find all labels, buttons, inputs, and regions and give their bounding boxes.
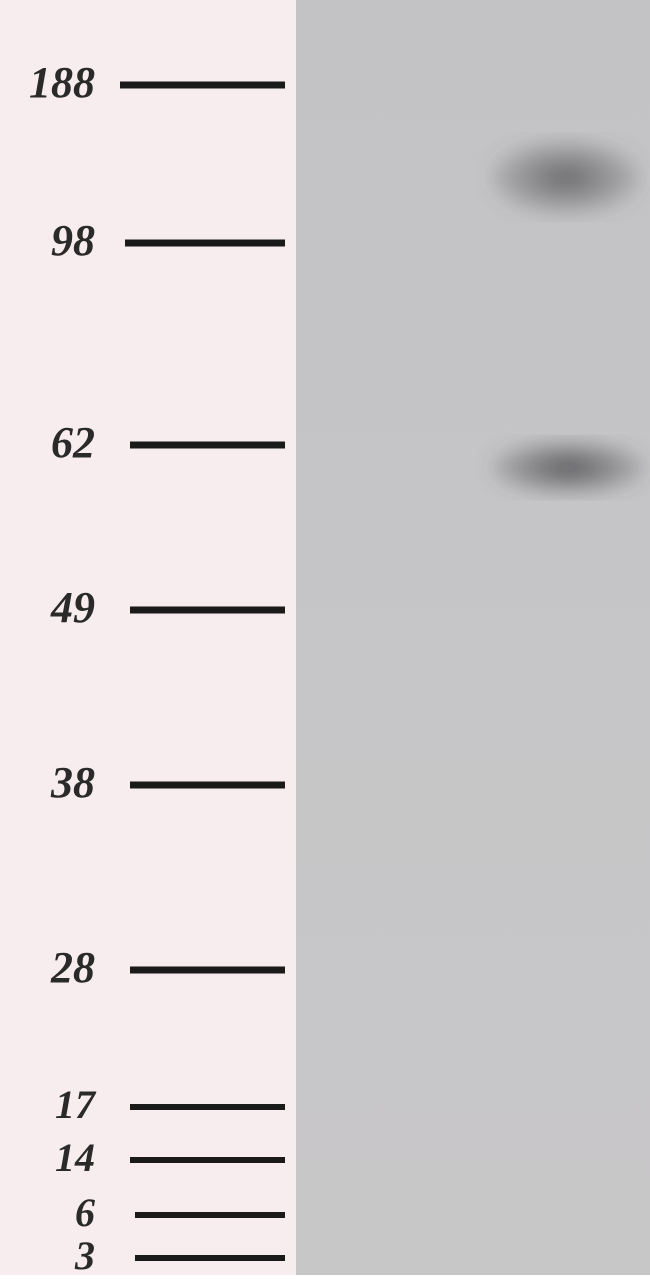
mw-marker-label: 17 bbox=[0, 1081, 105, 1128]
mw-marker-tick bbox=[130, 1157, 285, 1163]
mw-marker-62: 62 bbox=[0, 423, 296, 467]
blot-band bbox=[491, 140, 641, 215]
mw-marker-188: 188 bbox=[0, 63, 296, 107]
mw-marker-3: 3 bbox=[0, 1238, 296, 1278]
molecular-weight-ladder: 188 98 62 49 38 28 17 14 63 bbox=[0, 0, 296, 1275]
mw-marker-label: 98 bbox=[0, 215, 105, 266]
blot-membrane bbox=[296, 0, 650, 1275]
mw-marker-tick bbox=[130, 782, 285, 789]
western-blot-figure: 188 98 62 49 38 28 17 14 63 bbox=[0, 0, 650, 1275]
mw-marker-17: 17 bbox=[0, 1087, 296, 1127]
mw-marker-tick bbox=[135, 1255, 285, 1261]
mw-marker-label: 49 bbox=[0, 582, 105, 633]
mw-marker-tick bbox=[135, 1212, 285, 1218]
mw-marker-14: 14 bbox=[0, 1140, 296, 1180]
mw-marker-label: 6 bbox=[0, 1189, 105, 1236]
mw-marker-tick bbox=[125, 240, 285, 247]
mw-marker-tick bbox=[120, 82, 285, 89]
mw-marker-label: 28 bbox=[0, 942, 105, 993]
mw-marker-label: 14 bbox=[0, 1134, 105, 1181]
blot-svg bbox=[296, 0, 650, 1275]
mw-marker-98: 98 bbox=[0, 221, 296, 265]
mw-marker-label: 188 bbox=[0, 57, 105, 108]
mw-marker-38: 38 bbox=[0, 763, 296, 807]
mw-marker-6: 6 bbox=[0, 1195, 296, 1235]
mw-marker-49: 49 bbox=[0, 588, 296, 632]
blot-band bbox=[491, 440, 646, 495]
mw-marker-28: 28 bbox=[0, 948, 296, 992]
mw-marker-label: 62 bbox=[0, 417, 105, 468]
mw-marker-tick bbox=[130, 607, 285, 614]
mw-marker-tick bbox=[130, 967, 285, 974]
mw-marker-tick bbox=[130, 442, 285, 449]
mw-marker-label: 38 bbox=[0, 757, 105, 808]
mw-marker-label: 3 bbox=[0, 1232, 105, 1279]
mw-marker-tick bbox=[130, 1104, 285, 1110]
